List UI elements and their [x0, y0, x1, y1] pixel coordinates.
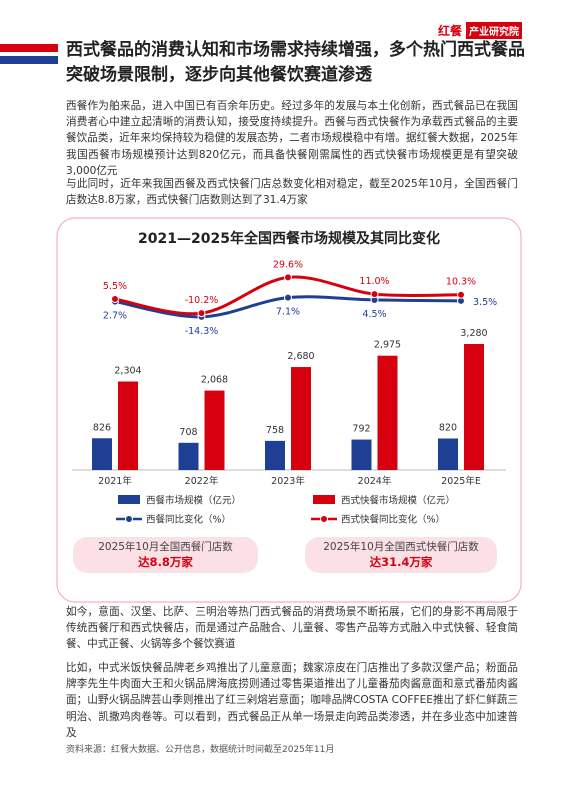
bar	[351, 439, 372, 470]
point-label: 5.5%	[103, 281, 127, 292]
bar-label: 792	[352, 424, 370, 435]
point-label: 3.5%	[473, 297, 497, 308]
legend-label: 西式快餐同比变化（%）	[341, 514, 445, 526]
bar	[92, 438, 112, 470]
bar	[178, 442, 199, 470]
bar-label: 708	[179, 427, 197, 438]
paragraph: 与此同时，近年来我国西餐及西式快餐门店总数变化相对稳定，截至2025年10月，全…	[66, 178, 518, 207]
callout-value: 达8.8万家	[138, 555, 193, 569]
bar	[265, 440, 285, 470]
callout: 2025年10月全国西式快餐门店数 达31.4万家	[305, 537, 497, 573]
legend-label: 西式快餐市场规模（亿元）	[341, 495, 455, 507]
bar-label: 2,680	[287, 351, 314, 362]
page-title: 西式餐品的消费认知和市场需求持续增强，多个热门西式餐品突破场景限制，逐步向其他餐…	[66, 40, 525, 85]
chart-title: 2021—2025年全国西餐市场规模及其同比变化	[138, 230, 440, 247]
source: 资料来源：红餐大数据、公开信息，数据统计时间截至2025年11月	[66, 745, 335, 755]
paragraph: 如今，意面、汉堡、比萨、三明治等热门西式餐品的消费场景不断拓展，它们的身影不再局…	[66, 606, 518, 651]
line-point	[284, 293, 292, 302]
legend-swatch	[118, 495, 140, 504]
callout-caption: 2025年10月全国西式快餐门店数	[323, 541, 479, 553]
legend-swatch	[320, 515, 328, 523]
chart: 2021—2025年全国西餐市场规模及其同比变化 2021年 2022年 2023年…	[56, 217, 522, 603]
point-label: 10.3%	[446, 277, 476, 288]
bar-label: 820	[439, 423, 457, 434]
logo-sub: 产业研究院	[466, 22, 522, 39]
decor	[0, 44, 58, 52]
line-point	[111, 295, 119, 304]
bar-label: 826	[93, 422, 111, 433]
point-label: 7.1%	[276, 307, 300, 318]
bar-label: 758	[266, 425, 284, 436]
bar-label: 2,975	[374, 340, 401, 351]
bar	[291, 367, 311, 470]
bar	[204, 390, 225, 470]
bar	[438, 438, 458, 470]
point-label: 29.6%	[273, 259, 303, 270]
bar-label: 2,068	[201, 375, 228, 386]
line-point	[370, 290, 379, 299]
bar	[118, 381, 138, 470]
x-tick-label: 2024年	[358, 475, 392, 487]
point-label: 4.5%	[362, 309, 386, 320]
legend-label: 西餐市场规模（亿元）	[146, 495, 241, 507]
callout: 2025年10月全国西餐门店数 达8.8万家	[73, 537, 258, 573]
bar	[464, 344, 484, 470]
callout-value: 达31.4万家	[369, 555, 433, 569]
legend-label: 西餐同比变化（%）	[146, 514, 231, 526]
paragraph: 比如，中式米饭快餐品牌老乡鸡推出了儿童意面；魏家凉皮在门店推出了多款汉堡产品；粉…	[66, 662, 518, 739]
x-tick-label: 2025年E	[441, 475, 481, 487]
legend-swatch	[125, 515, 133, 523]
logo-main: 红餐	[438, 24, 463, 38]
bar	[377, 355, 398, 470]
line-point	[284, 273, 292, 282]
x-tick-label: 2023年	[271, 475, 305, 487]
point-label: 2.7%	[103, 311, 127, 322]
line-point	[457, 290, 465, 299]
callout-caption: 2025年10月全国西餐门店数	[98, 541, 233, 553]
decor	[0, 56, 58, 64]
line-point	[197, 309, 206, 318]
bar-label: 2,304	[114, 365, 141, 376]
point-label: 11.0%	[359, 276, 389, 287]
bar-label: 3,280	[460, 328, 487, 339]
x-tick-label: 2021年	[98, 475, 132, 487]
point-label: -10.2%	[185, 295, 219, 306]
legend-swatch	[313, 495, 335, 504]
paragraph: 西餐作为舶来品，进入中国已有百余年历史。经过多年的发展与本土化创新，西式餐品已在…	[66, 100, 518, 177]
x-tick-label: 2022年	[185, 475, 219, 487]
point-label: -14.3%	[185, 326, 219, 337]
